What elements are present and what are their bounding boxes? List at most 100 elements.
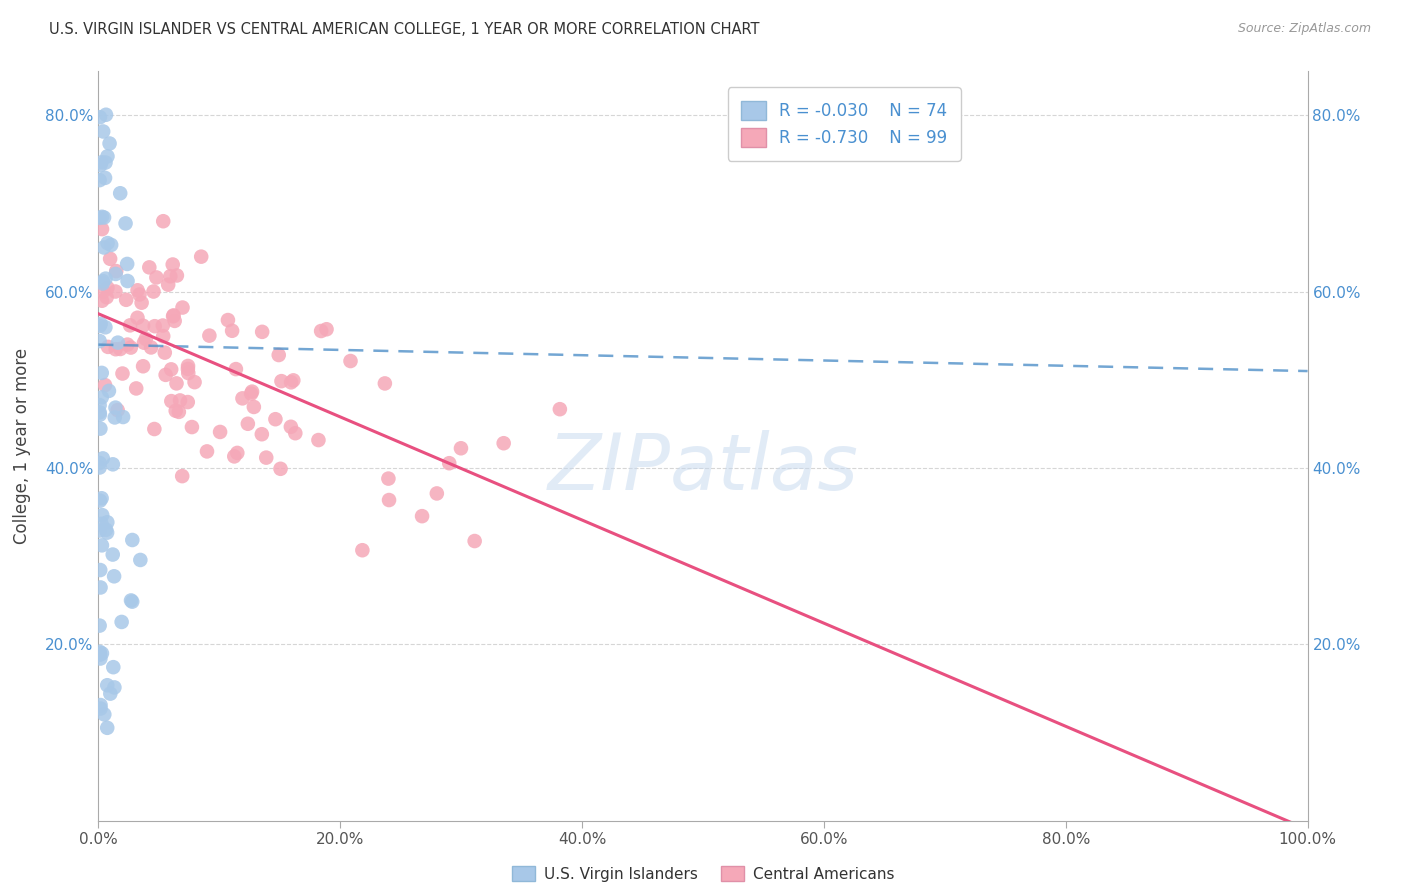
Point <box>108 186 131 201</box>
Point <box>96 525 118 540</box>
Point <box>152 329 174 343</box>
Point <box>132 359 155 374</box>
Point <box>115 293 138 307</box>
Point <box>90 317 112 331</box>
Point <box>120 341 142 355</box>
Point <box>352 543 374 558</box>
Point <box>89 456 111 470</box>
Point <box>93 211 115 225</box>
Point <box>89 211 111 225</box>
Point <box>89 334 111 348</box>
Point <box>91 508 114 522</box>
Point <box>162 258 184 272</box>
Point <box>91 274 114 288</box>
Point <box>91 210 114 224</box>
Point <box>166 376 188 391</box>
Point <box>183 375 205 389</box>
Point <box>307 433 329 447</box>
Point <box>120 318 142 333</box>
Text: ZIPatlas: ZIPatlas <box>547 431 859 507</box>
Point <box>172 469 194 483</box>
Point <box>89 110 111 124</box>
Point <box>153 345 176 359</box>
Point <box>270 462 292 476</box>
Point <box>97 384 120 398</box>
Point <box>254 450 277 465</box>
Point <box>250 325 273 339</box>
Point <box>240 384 263 399</box>
Point <box>91 293 114 308</box>
Point <box>378 493 401 508</box>
Point <box>107 403 129 417</box>
Point <box>172 301 194 315</box>
Point <box>209 425 232 439</box>
Point <box>91 222 114 236</box>
Point <box>97 236 120 251</box>
Point <box>90 698 112 712</box>
Point <box>167 405 190 419</box>
Point <box>93 707 115 722</box>
Point <box>190 250 212 264</box>
Point <box>89 405 111 419</box>
Point <box>114 216 136 230</box>
Point <box>280 376 302 390</box>
Point <box>89 422 111 436</box>
Point <box>426 486 449 500</box>
Point <box>96 281 118 295</box>
Text: U.S. VIRGIN ISLANDER VS CENTRAL AMERICAN COLLEGE, 1 YEAR OR MORE CORRELATION CHA: U.S. VIRGIN ISLANDER VS CENTRAL AMERICAN… <box>49 22 759 37</box>
Point <box>101 458 124 472</box>
Point <box>89 524 111 538</box>
Point <box>89 398 111 412</box>
Point <box>98 687 121 701</box>
Point <box>90 646 112 660</box>
Point <box>132 318 155 333</box>
Point <box>143 422 166 436</box>
Point <box>96 678 118 692</box>
Point <box>89 460 111 475</box>
Point <box>163 314 186 328</box>
Point <box>152 214 174 228</box>
Point <box>177 366 200 380</box>
Point <box>270 374 292 388</box>
Point <box>198 328 221 343</box>
Point <box>177 395 200 409</box>
Point <box>283 373 305 387</box>
Point <box>450 442 472 456</box>
Point <box>94 523 117 537</box>
Point <box>121 595 143 609</box>
Point <box>464 534 486 549</box>
Point <box>104 410 127 425</box>
Point <box>169 393 191 408</box>
Point <box>439 456 461 470</box>
Point <box>104 285 127 299</box>
Point <box>120 593 142 607</box>
Point <box>94 271 117 285</box>
Point <box>129 553 152 567</box>
Point <box>131 295 153 310</box>
Point <box>284 426 307 441</box>
Point <box>93 285 115 299</box>
Point <box>280 419 302 434</box>
Point <box>96 290 118 304</box>
Point <box>93 240 115 254</box>
Point <box>111 615 134 629</box>
Point <box>89 563 111 577</box>
Point <box>94 155 117 169</box>
Point <box>104 401 127 415</box>
Point <box>411 509 433 524</box>
Point <box>89 173 111 187</box>
Point <box>155 368 177 382</box>
Point <box>91 451 114 466</box>
Point <box>240 386 263 401</box>
Point <box>160 362 183 376</box>
Point <box>90 366 112 380</box>
Y-axis label: College, 1 year or more: College, 1 year or more <box>13 348 31 544</box>
Point <box>89 645 111 659</box>
Point <box>548 402 571 417</box>
Point <box>103 569 125 583</box>
Point <box>132 335 155 350</box>
Point <box>125 381 148 395</box>
Text: Source: ZipAtlas.com: Source: ZipAtlas.com <box>1237 22 1371 36</box>
Point <box>98 252 121 266</box>
Point <box>195 444 218 458</box>
